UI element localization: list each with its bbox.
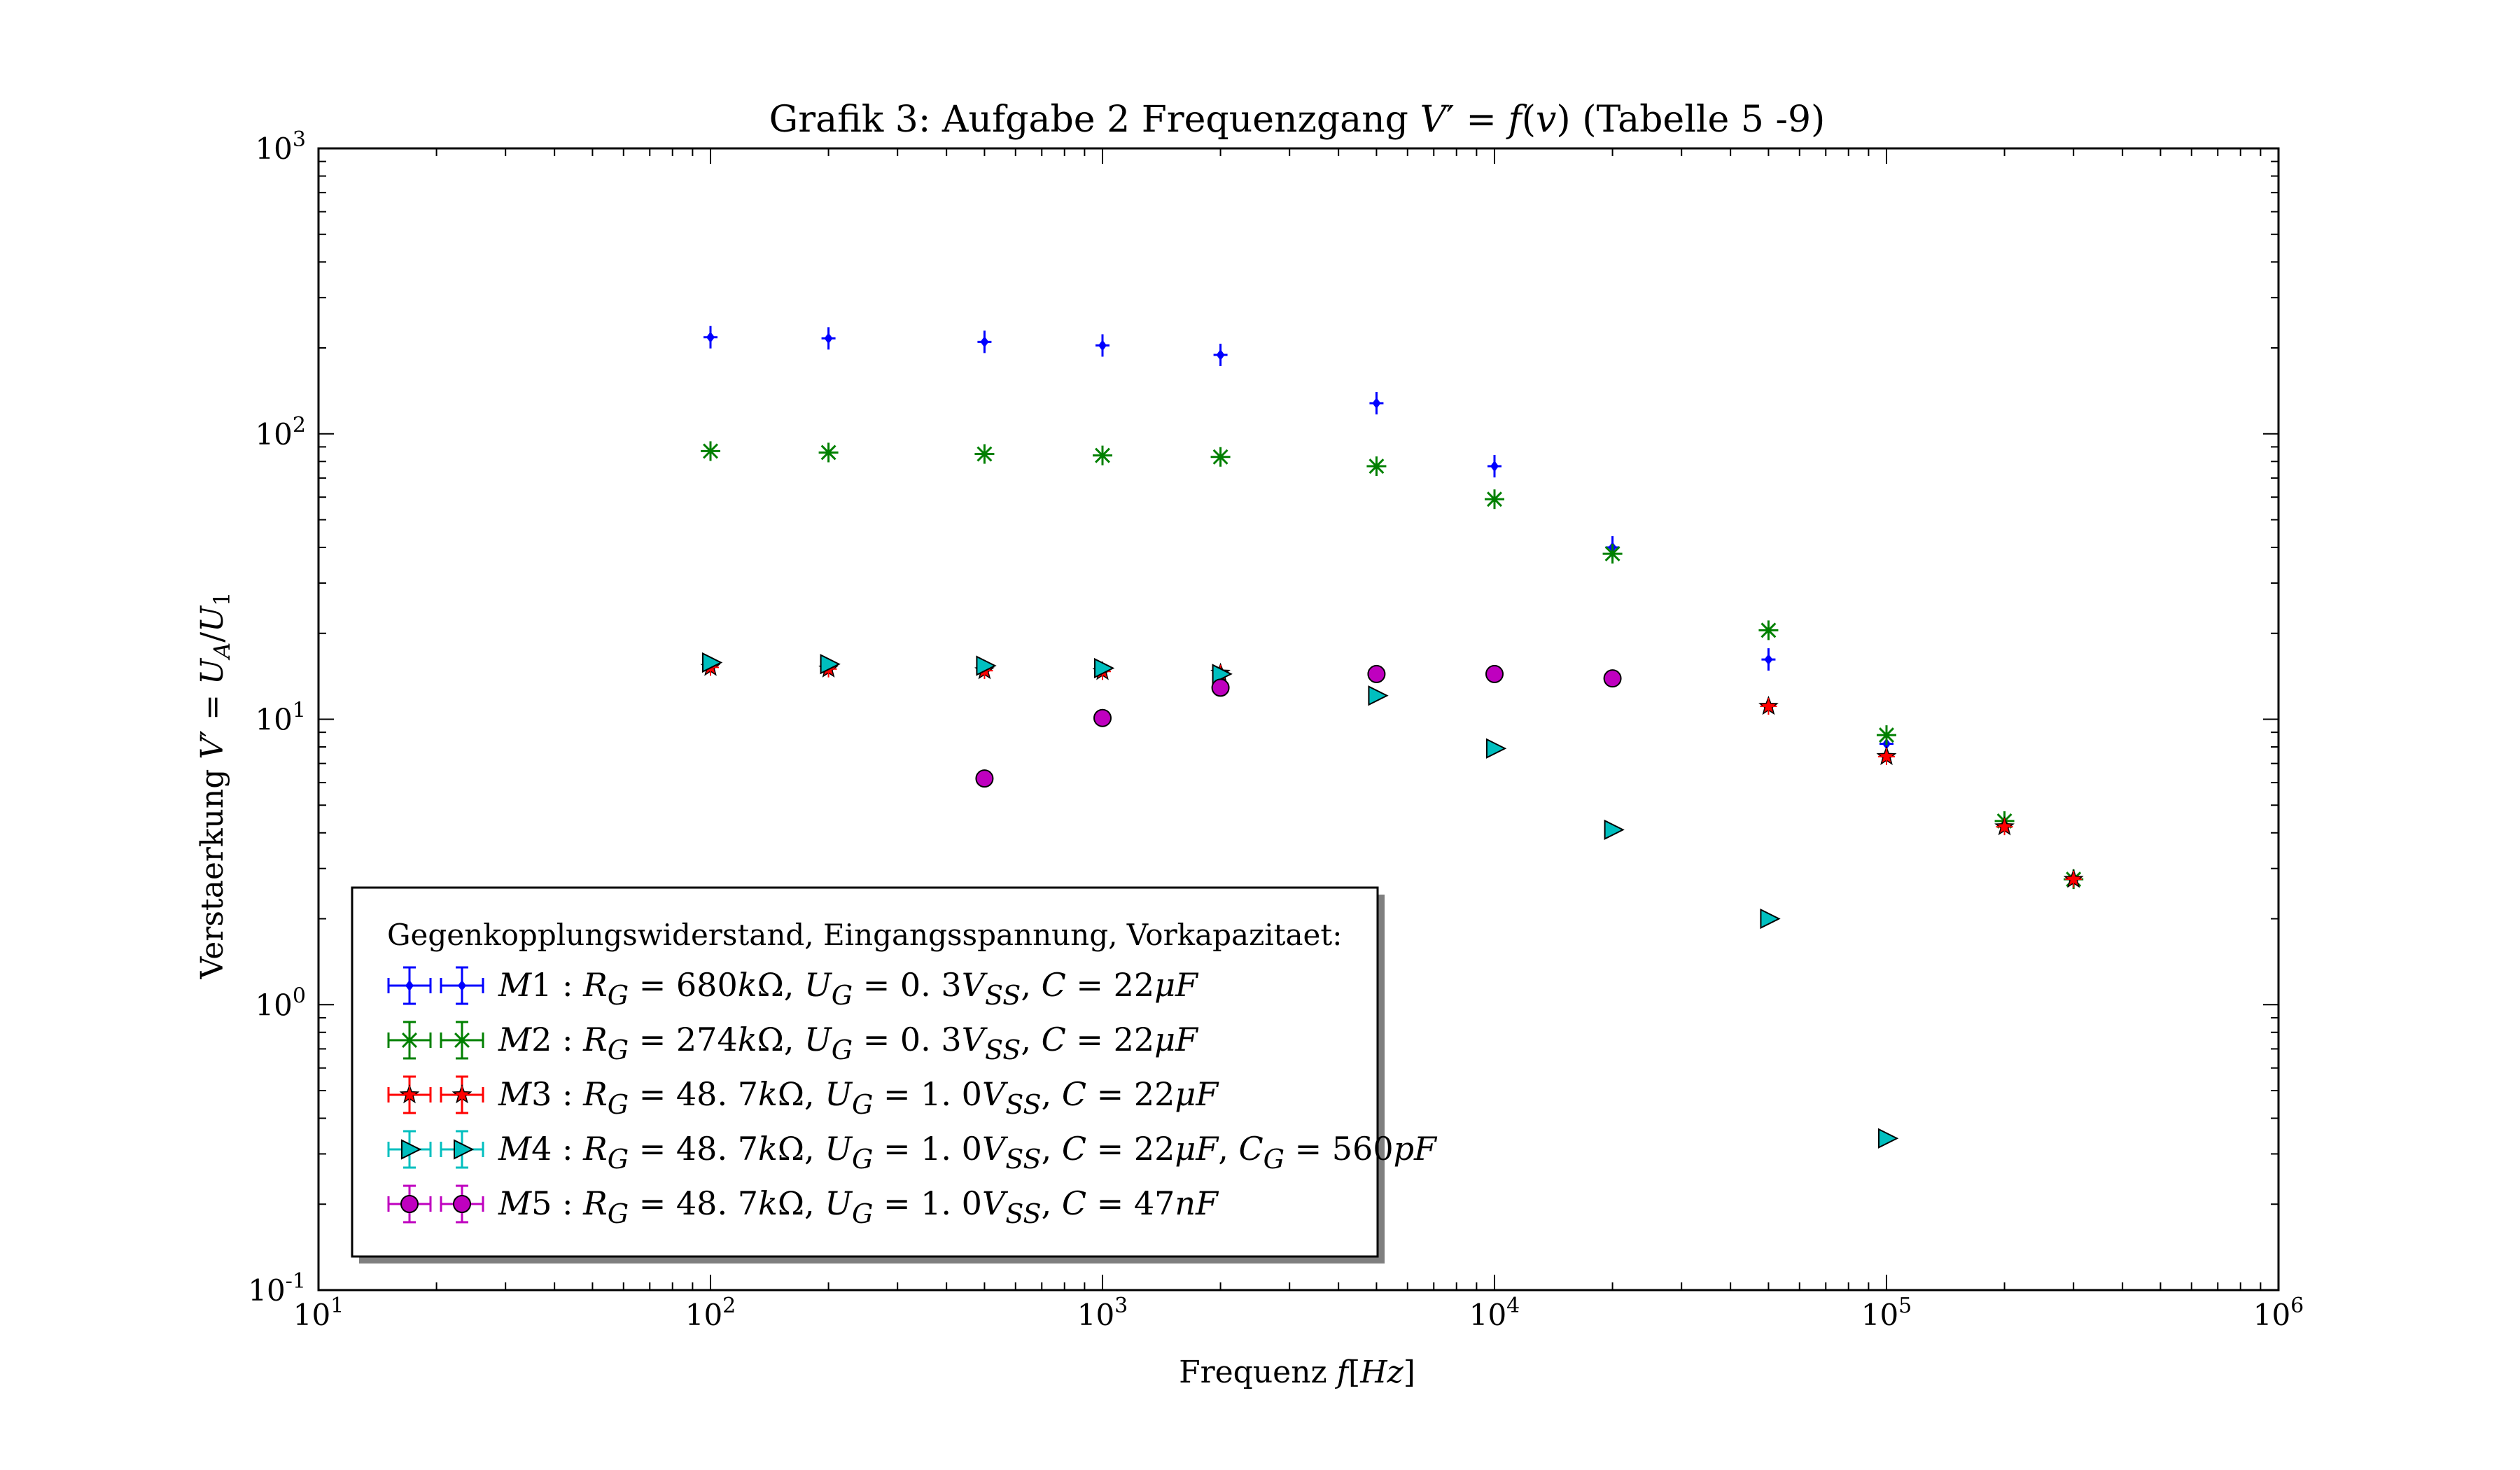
legend-marker bbox=[387, 1130, 432, 1169]
data-point bbox=[1486, 738, 1507, 759]
y-tick-label: 10-1 bbox=[248, 1269, 306, 1308]
data-point bbox=[977, 330, 992, 354]
data-point bbox=[704, 326, 718, 349]
x-tick-label: 105 bbox=[1861, 1294, 1912, 1332]
data-point bbox=[1994, 816, 2015, 836]
data-point bbox=[702, 652, 723, 673]
data-point bbox=[1213, 344, 1228, 367]
chart-title: Grafik 3: Aufgabe 2 Frequenzgang V′ = f(… bbox=[769, 99, 1826, 141]
data-point bbox=[976, 655, 997, 676]
data-point bbox=[1758, 620, 1779, 640]
data-point bbox=[1761, 648, 1776, 671]
data-point bbox=[1212, 664, 1233, 685]
data-point bbox=[1210, 447, 1231, 467]
y-tick-label: 101 bbox=[255, 699, 306, 737]
plot-area bbox=[700, 326, 2084, 1149]
series-4 bbox=[702, 652, 1899, 1149]
data-point bbox=[1368, 685, 1389, 706]
data-point bbox=[1367, 664, 1386, 683]
data-point bbox=[1369, 392, 1384, 415]
data-point bbox=[1366, 456, 1387, 477]
data-point bbox=[975, 769, 994, 788]
legend: Gegenkopplungswiderstand, Eingangsspannu… bbox=[351, 886, 1438, 1264]
data-point bbox=[1096, 334, 1110, 357]
x-tick-label: 102 bbox=[685, 1294, 736, 1332]
legend-title: Gegenkopplungswiderstand, Eingangsspannu… bbox=[387, 918, 1342, 952]
data-point bbox=[1488, 455, 1502, 478]
data-point bbox=[818, 442, 839, 463]
x-tick-label: 104 bbox=[1469, 1294, 1520, 1332]
data-point bbox=[1877, 725, 1896, 746]
legend-marker bbox=[440, 966, 484, 1005]
data-point bbox=[1876, 746, 1897, 766]
y-tick-label: 100 bbox=[255, 983, 306, 1022]
x-tick-label: 106 bbox=[2253, 1294, 2304, 1332]
legend-marker bbox=[440, 1075, 484, 1114]
x-tick-label: 103 bbox=[1077, 1294, 1128, 1332]
data-point bbox=[821, 327, 836, 350]
data-point bbox=[1760, 908, 1781, 930]
legend-marker bbox=[440, 1021, 484, 1060]
legend-marker bbox=[387, 1184, 432, 1224]
data-point bbox=[820, 654, 841, 675]
data-point bbox=[1094, 657, 1115, 679]
y-tick-label: 103 bbox=[255, 127, 306, 166]
data-point bbox=[1604, 819, 1625, 841]
y-tick-label: 102 bbox=[255, 413, 306, 451]
data-point bbox=[1211, 678, 1230, 697]
data-point bbox=[1093, 445, 1112, 465]
data-point bbox=[1093, 708, 1112, 727]
legend-marker bbox=[387, 966, 432, 1005]
data-point bbox=[974, 444, 995, 464]
data-point bbox=[1485, 664, 1504, 683]
data-point bbox=[1603, 669, 1622, 688]
axes: 101 102 103 104 105 106 10-1 100 101 102 103 bbox=[248, 127, 2304, 1332]
series-5 bbox=[975, 664, 1622, 788]
data-point bbox=[1758, 695, 1779, 715]
x-tick-label: 101 bbox=[293, 1294, 344, 1332]
legend-marker bbox=[440, 1184, 484, 1224]
data-point bbox=[1602, 544, 1623, 564]
x-axis-label: Frequenz f[Hz] bbox=[1179, 1354, 1415, 1390]
legend-box bbox=[351, 886, 1379, 1258]
plot-frame bbox=[317, 147, 2280, 1292]
data-point bbox=[2063, 868, 2084, 888]
legend-marker bbox=[440, 1130, 484, 1169]
legend-marker bbox=[387, 1075, 432, 1114]
legend-marker bbox=[387, 1021, 432, 1060]
data-point bbox=[701, 441, 720, 461]
data-point bbox=[1878, 1128, 1899, 1149]
data-point bbox=[1485, 489, 1504, 510]
